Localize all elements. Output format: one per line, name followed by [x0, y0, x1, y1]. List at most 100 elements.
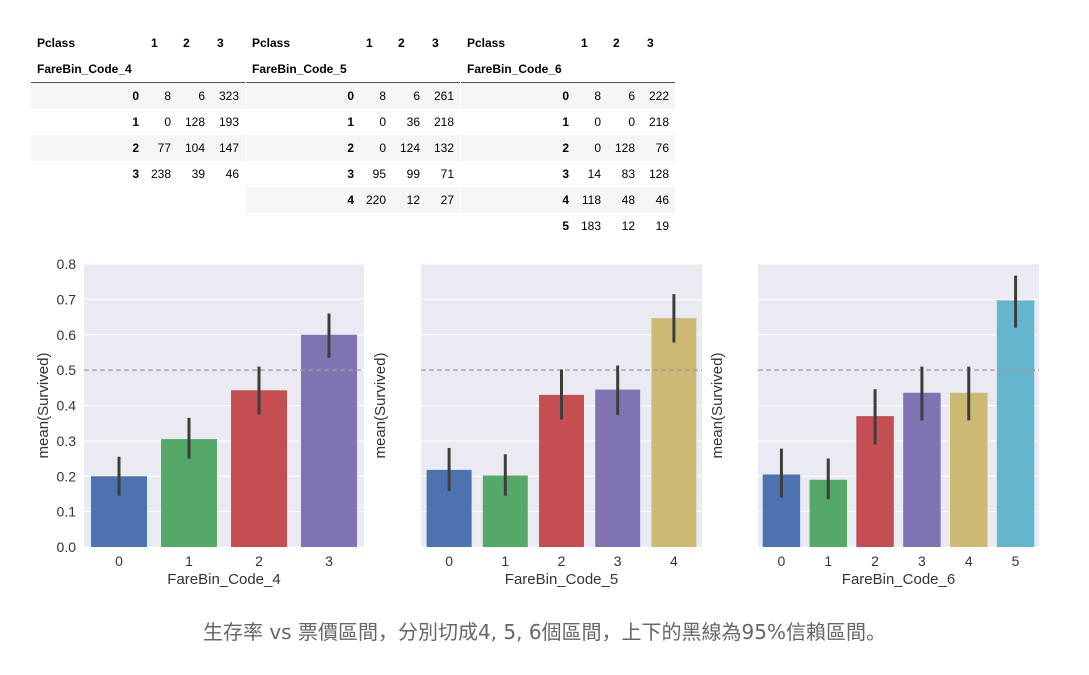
index-header-spacer: [641, 56, 676, 83]
cell-value: 220: [360, 187, 393, 213]
bar: [231, 390, 287, 547]
chart-panel: 0 1 2 3 FareBin_Code_4 mean(Survived) 0.0 0.1 0.…: [35, 256, 364, 588]
bar: [651, 318, 697, 547]
x-tick-label: 2: [871, 553, 879, 569]
y-tick-label: 0.3: [57, 433, 77, 449]
cell-value: 12: [392, 187, 427, 213]
x-tick-label: 0: [778, 553, 786, 569]
x-tick-label: 3: [325, 553, 333, 569]
x-axis-label: FareBin_Code_4: [167, 571, 280, 588]
x-tick-label: 2: [558, 553, 566, 569]
cell-value: 222: [641, 82, 676, 109]
cell-value: 193: [219, 115, 240, 129]
row-index: 1: [347, 115, 354, 129]
y-axis-label: mean(Survived): [372, 353, 389, 459]
cell-value: 0: [594, 115, 602, 129]
column-header: 2: [398, 36, 405, 50]
index-header-spacer: [392, 56, 427, 83]
column-header: 3: [647, 36, 654, 50]
cell-value: 128: [649, 167, 670, 181]
crosstab-farebin-5: Pclass 1 2 3 FareBin_Code_5 0 8 6 261 1 0 36 218 2 0 12…: [246, 30, 461, 213]
x-axis-label: FareBin_Code_6: [842, 571, 955, 588]
chart-panel: 0 1 2 3 4 FareBin_Code_5 mean(Survived): [372, 263, 702, 588]
bar: [539, 394, 584, 547]
cell-value: 8: [360, 82, 393, 109]
cell-value: 27: [426, 187, 461, 213]
column-header: 2: [613, 36, 620, 50]
bar: [301, 334, 357, 547]
index-header-spacer: [426, 56, 461, 83]
column-header: 3: [217, 36, 224, 50]
cell-value: 128: [607, 135, 642, 161]
cell-value: 0: [628, 115, 636, 129]
table-row: 4 220 12 27: [246, 187, 461, 213]
cell-value: 99: [406, 167, 421, 181]
figure-caption: 生存率 vs 票價區間，分別切成4, 5, 6個區間，上下的黑線為95%信賴區間…: [202, 620, 887, 644]
crosstab-farebin-4: Pclass 1 2 3 FareBin_Code_4 0 8 6 323 1 0 128 193 2 77…: [31, 30, 246, 187]
table-row: 3 238 39 46: [31, 161, 245, 187]
y-tick-label: 0.0: [57, 539, 77, 555]
column-header-label: Pclass: [252, 36, 291, 50]
cell-value: 118: [575, 187, 608, 213]
x-tick-label: 1: [501, 553, 509, 569]
column-header: 2: [183, 36, 190, 50]
cell-value: 218: [649, 115, 670, 129]
table-row: 2 77 104 147: [31, 135, 246, 161]
table-row: 1 0 0 218: [461, 109, 675, 135]
bar: [595, 389, 641, 547]
index-header-spacer: [177, 56, 212, 83]
crosstab-farebin-6: Pclass 1 2 3 FareBin_Code_6 0 8 6 222 1 0 0 218 2 0 128…: [461, 30, 676, 239]
x-tick-label: 4: [965, 553, 973, 569]
row-index: 0: [461, 82, 575, 109]
y-tick-label: 0.5: [57, 362, 77, 378]
row-index: 0: [31, 82, 145, 109]
cell-value: 46: [641, 187, 676, 213]
table-row: 2 0 128 76: [461, 135, 676, 161]
row-index: 2: [246, 135, 360, 161]
index-header-spacer: [145, 56, 178, 83]
y-tick-label: 0.7: [57, 291, 77, 307]
row-index: 0: [246, 82, 360, 109]
table-row: 1 0 128 193: [31, 109, 245, 135]
cell-value: 104: [177, 135, 212, 161]
column-header-label: Pclass: [467, 36, 506, 50]
cell-value: 12: [621, 219, 636, 233]
row-index: 3: [132, 167, 139, 181]
row-index: 1: [132, 115, 139, 129]
cell-value: 0: [360, 135, 393, 161]
cell-value: 6: [392, 82, 427, 109]
y-tick-label: 0.2: [57, 468, 77, 484]
index-header-spacer: [607, 56, 642, 83]
table-row: 5 183 12 19: [461, 213, 675, 239]
y-tick-label: 0.1: [57, 504, 77, 520]
row-index: 5: [562, 219, 569, 233]
index-header-label: FareBin_Code_6: [461, 56, 575, 83]
row-index: 2: [31, 135, 145, 161]
x-tick-label: 1: [185, 553, 193, 569]
cell-value: 6: [177, 82, 212, 109]
column-header: 1: [366, 36, 373, 50]
row-index: 4: [246, 187, 360, 213]
column-header-label: Pclass: [37, 36, 76, 50]
cell-value: 0: [164, 115, 172, 129]
x-tick-label: 1: [824, 553, 832, 569]
row-index: 3: [562, 167, 569, 181]
cell-value: 77: [145, 135, 178, 161]
cell-value: 71: [440, 167, 455, 181]
cell-value: 8: [145, 82, 178, 109]
y-tick-label: 0.4: [57, 398, 77, 414]
table-row: 0 8 6 222: [461, 82, 676, 109]
table-row: 3 95 99 71: [246, 161, 460, 187]
row-index: 2: [461, 135, 575, 161]
cell-value: 0: [379, 115, 387, 129]
cell-value: 323: [211, 82, 246, 109]
cell-value: 261: [426, 82, 461, 109]
row-index: 4: [461, 187, 575, 213]
cell-value: 124: [392, 135, 427, 161]
bar: [996, 300, 1035, 547]
column-header: 3: [432, 36, 439, 50]
table-row: 0 8 6 261: [246, 82, 461, 109]
y-axis-label: mean(Survived): [35, 353, 52, 459]
column-header: 1: [581, 36, 588, 50]
cell-value: 46: [225, 167, 240, 181]
